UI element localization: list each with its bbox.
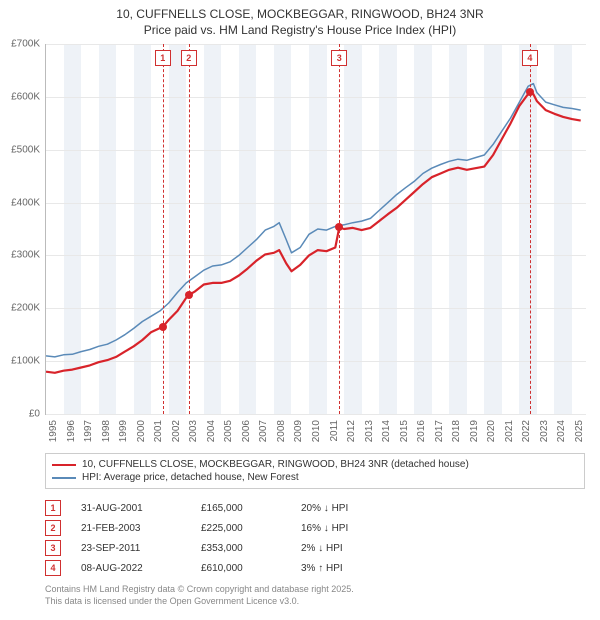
x-tick-label: 2005 bbox=[223, 420, 234, 442]
x-tick-label: 2010 bbox=[311, 420, 322, 442]
tx-marker-box: 4 bbox=[45, 560, 61, 576]
x-tick-label: 2011 bbox=[329, 420, 340, 442]
sale-marker-dot bbox=[335, 223, 343, 231]
tx-date: 23-SEP-2011 bbox=[81, 543, 181, 554]
marker-label: 4 bbox=[522, 50, 538, 66]
y-tick-label: £400K bbox=[0, 197, 40, 208]
x-tick-label: 2024 bbox=[556, 420, 567, 442]
x-tick-label: 2008 bbox=[276, 420, 287, 442]
tx-price: £225,000 bbox=[201, 523, 281, 534]
legend: 10, CUFFNELLS CLOSE, MOCKBEGGAR, RINGWOO… bbox=[45, 453, 585, 489]
x-tick-label: 2016 bbox=[416, 420, 427, 442]
y-tick-label: £500K bbox=[0, 144, 40, 155]
x-tick-label: 2015 bbox=[399, 420, 410, 442]
y-tick-label: £700K bbox=[0, 39, 40, 50]
legend-swatch-hpi bbox=[52, 477, 76, 479]
legend-swatch-property bbox=[52, 464, 76, 466]
x-tick-label: 2002 bbox=[171, 420, 182, 442]
footer-line-1: Contains HM Land Registry data © Crown c… bbox=[45, 584, 354, 596]
x-tick-label: 2019 bbox=[469, 420, 480, 442]
transaction-row: 1 31-AUG-2001 £165,000 20% ↓ HPI bbox=[45, 498, 381, 518]
x-tick-label: 2022 bbox=[521, 420, 532, 442]
x-tick-label: 2023 bbox=[539, 420, 550, 442]
legend-label-hpi: HPI: Average price, detached house, New … bbox=[82, 472, 299, 483]
x-tick-label: 2021 bbox=[504, 420, 515, 442]
tx-marker-box: 3 bbox=[45, 540, 61, 556]
tx-price: £165,000 bbox=[201, 503, 281, 514]
x-tick-label: 2004 bbox=[206, 420, 217, 442]
x-tick-label: 2025 bbox=[574, 420, 585, 442]
x-tick-label: 2001 bbox=[153, 420, 164, 442]
transaction-row: 3 23-SEP-2011 £353,000 2% ↓ HPI bbox=[45, 538, 381, 558]
tx-pct: 2% ↓ HPI bbox=[301, 543, 381, 554]
tx-date: 21-FEB-2003 bbox=[81, 523, 181, 534]
footer-line-2: This data is licensed under the Open Gov… bbox=[45, 596, 354, 608]
x-tick-label: 2013 bbox=[364, 420, 375, 442]
transaction-row: 2 21-FEB-2003 £225,000 16% ↓ HPI bbox=[45, 518, 381, 538]
title-line-1: 10, CUFFNELLS CLOSE, MOCKBEGGAR, RINGWOO… bbox=[0, 6, 600, 22]
marker-label: 1 bbox=[155, 50, 171, 66]
x-tick-label: 2000 bbox=[136, 420, 147, 442]
x-tick-label: 1995 bbox=[48, 420, 59, 442]
y-tick-label: £100K bbox=[0, 356, 40, 367]
transaction-table: 1 31-AUG-2001 £165,000 20% ↓ HPI 2 21-FEB-200… bbox=[45, 498, 381, 578]
legend-item-property: 10, CUFFNELLS CLOSE, MOCKBEGGAR, RINGWOO… bbox=[52, 458, 578, 471]
tx-pct: 20% ↓ HPI bbox=[301, 503, 381, 514]
transaction-row: 4 08-AUG-2022 £610,000 3% ↑ HPI bbox=[45, 558, 381, 578]
marker-label: 3 bbox=[331, 50, 347, 66]
footer: Contains HM Land Registry data © Crown c… bbox=[45, 584, 354, 607]
x-tick-label: 1996 bbox=[66, 420, 77, 442]
tx-pct: 3% ↑ HPI bbox=[301, 563, 381, 574]
y-tick-label: £600K bbox=[0, 91, 40, 102]
title-block: 10, CUFFNELLS CLOSE, MOCKBEGGAR, RINGWOO… bbox=[0, 0, 600, 38]
series-svg bbox=[46, 44, 586, 414]
x-tick-label: 1999 bbox=[118, 420, 129, 442]
y-tick-label: £200K bbox=[0, 303, 40, 314]
x-tick-label: 2009 bbox=[293, 420, 304, 442]
sale-marker-dot bbox=[185, 291, 193, 299]
tx-price: £610,000 bbox=[201, 563, 281, 574]
marker-line bbox=[163, 44, 164, 414]
tx-date: 31-AUG-2001 bbox=[81, 503, 181, 514]
x-tick-label: 2014 bbox=[381, 420, 392, 442]
legend-item-hpi: HPI: Average price, detached house, New … bbox=[52, 471, 578, 484]
x-tick-label: 1997 bbox=[83, 420, 94, 442]
marker-line bbox=[189, 44, 190, 414]
y-tick-label: £300K bbox=[0, 250, 40, 261]
sale-marker-dot bbox=[526, 88, 534, 96]
tx-marker-box: 2 bbox=[45, 520, 61, 536]
x-tick-label: 2017 bbox=[434, 420, 445, 442]
y-tick-label: £0 bbox=[0, 409, 40, 420]
tx-marker-box: 1 bbox=[45, 500, 61, 516]
chart-container: 10, CUFFNELLS CLOSE, MOCKBEGGAR, RINGWOO… bbox=[0, 0, 600, 620]
sale-marker-dot bbox=[159, 323, 167, 331]
grid-line-h bbox=[46, 414, 586, 415]
x-tick-label: 2006 bbox=[241, 420, 252, 442]
title-line-2: Price paid vs. HM Land Registry's House … bbox=[0, 22, 600, 38]
marker-line bbox=[530, 44, 531, 414]
tx-date: 08-AUG-2022 bbox=[81, 563, 181, 574]
x-tick-label: 2007 bbox=[258, 420, 269, 442]
x-tick-label: 2003 bbox=[188, 420, 199, 442]
x-tick-label: 2020 bbox=[486, 420, 497, 442]
tx-price: £353,000 bbox=[201, 543, 281, 554]
legend-label-property: 10, CUFFNELLS CLOSE, MOCKBEGGAR, RINGWOO… bbox=[82, 459, 469, 470]
x-tick-label: 1998 bbox=[101, 420, 112, 442]
x-tick-label: 2018 bbox=[451, 420, 462, 442]
tx-pct: 16% ↓ HPI bbox=[301, 523, 381, 534]
series-line-hpi bbox=[46, 84, 581, 357]
marker-label: 2 bbox=[181, 50, 197, 66]
x-tick-label: 2012 bbox=[346, 420, 357, 442]
plot-area: 12 3 4 bbox=[45, 44, 586, 415]
